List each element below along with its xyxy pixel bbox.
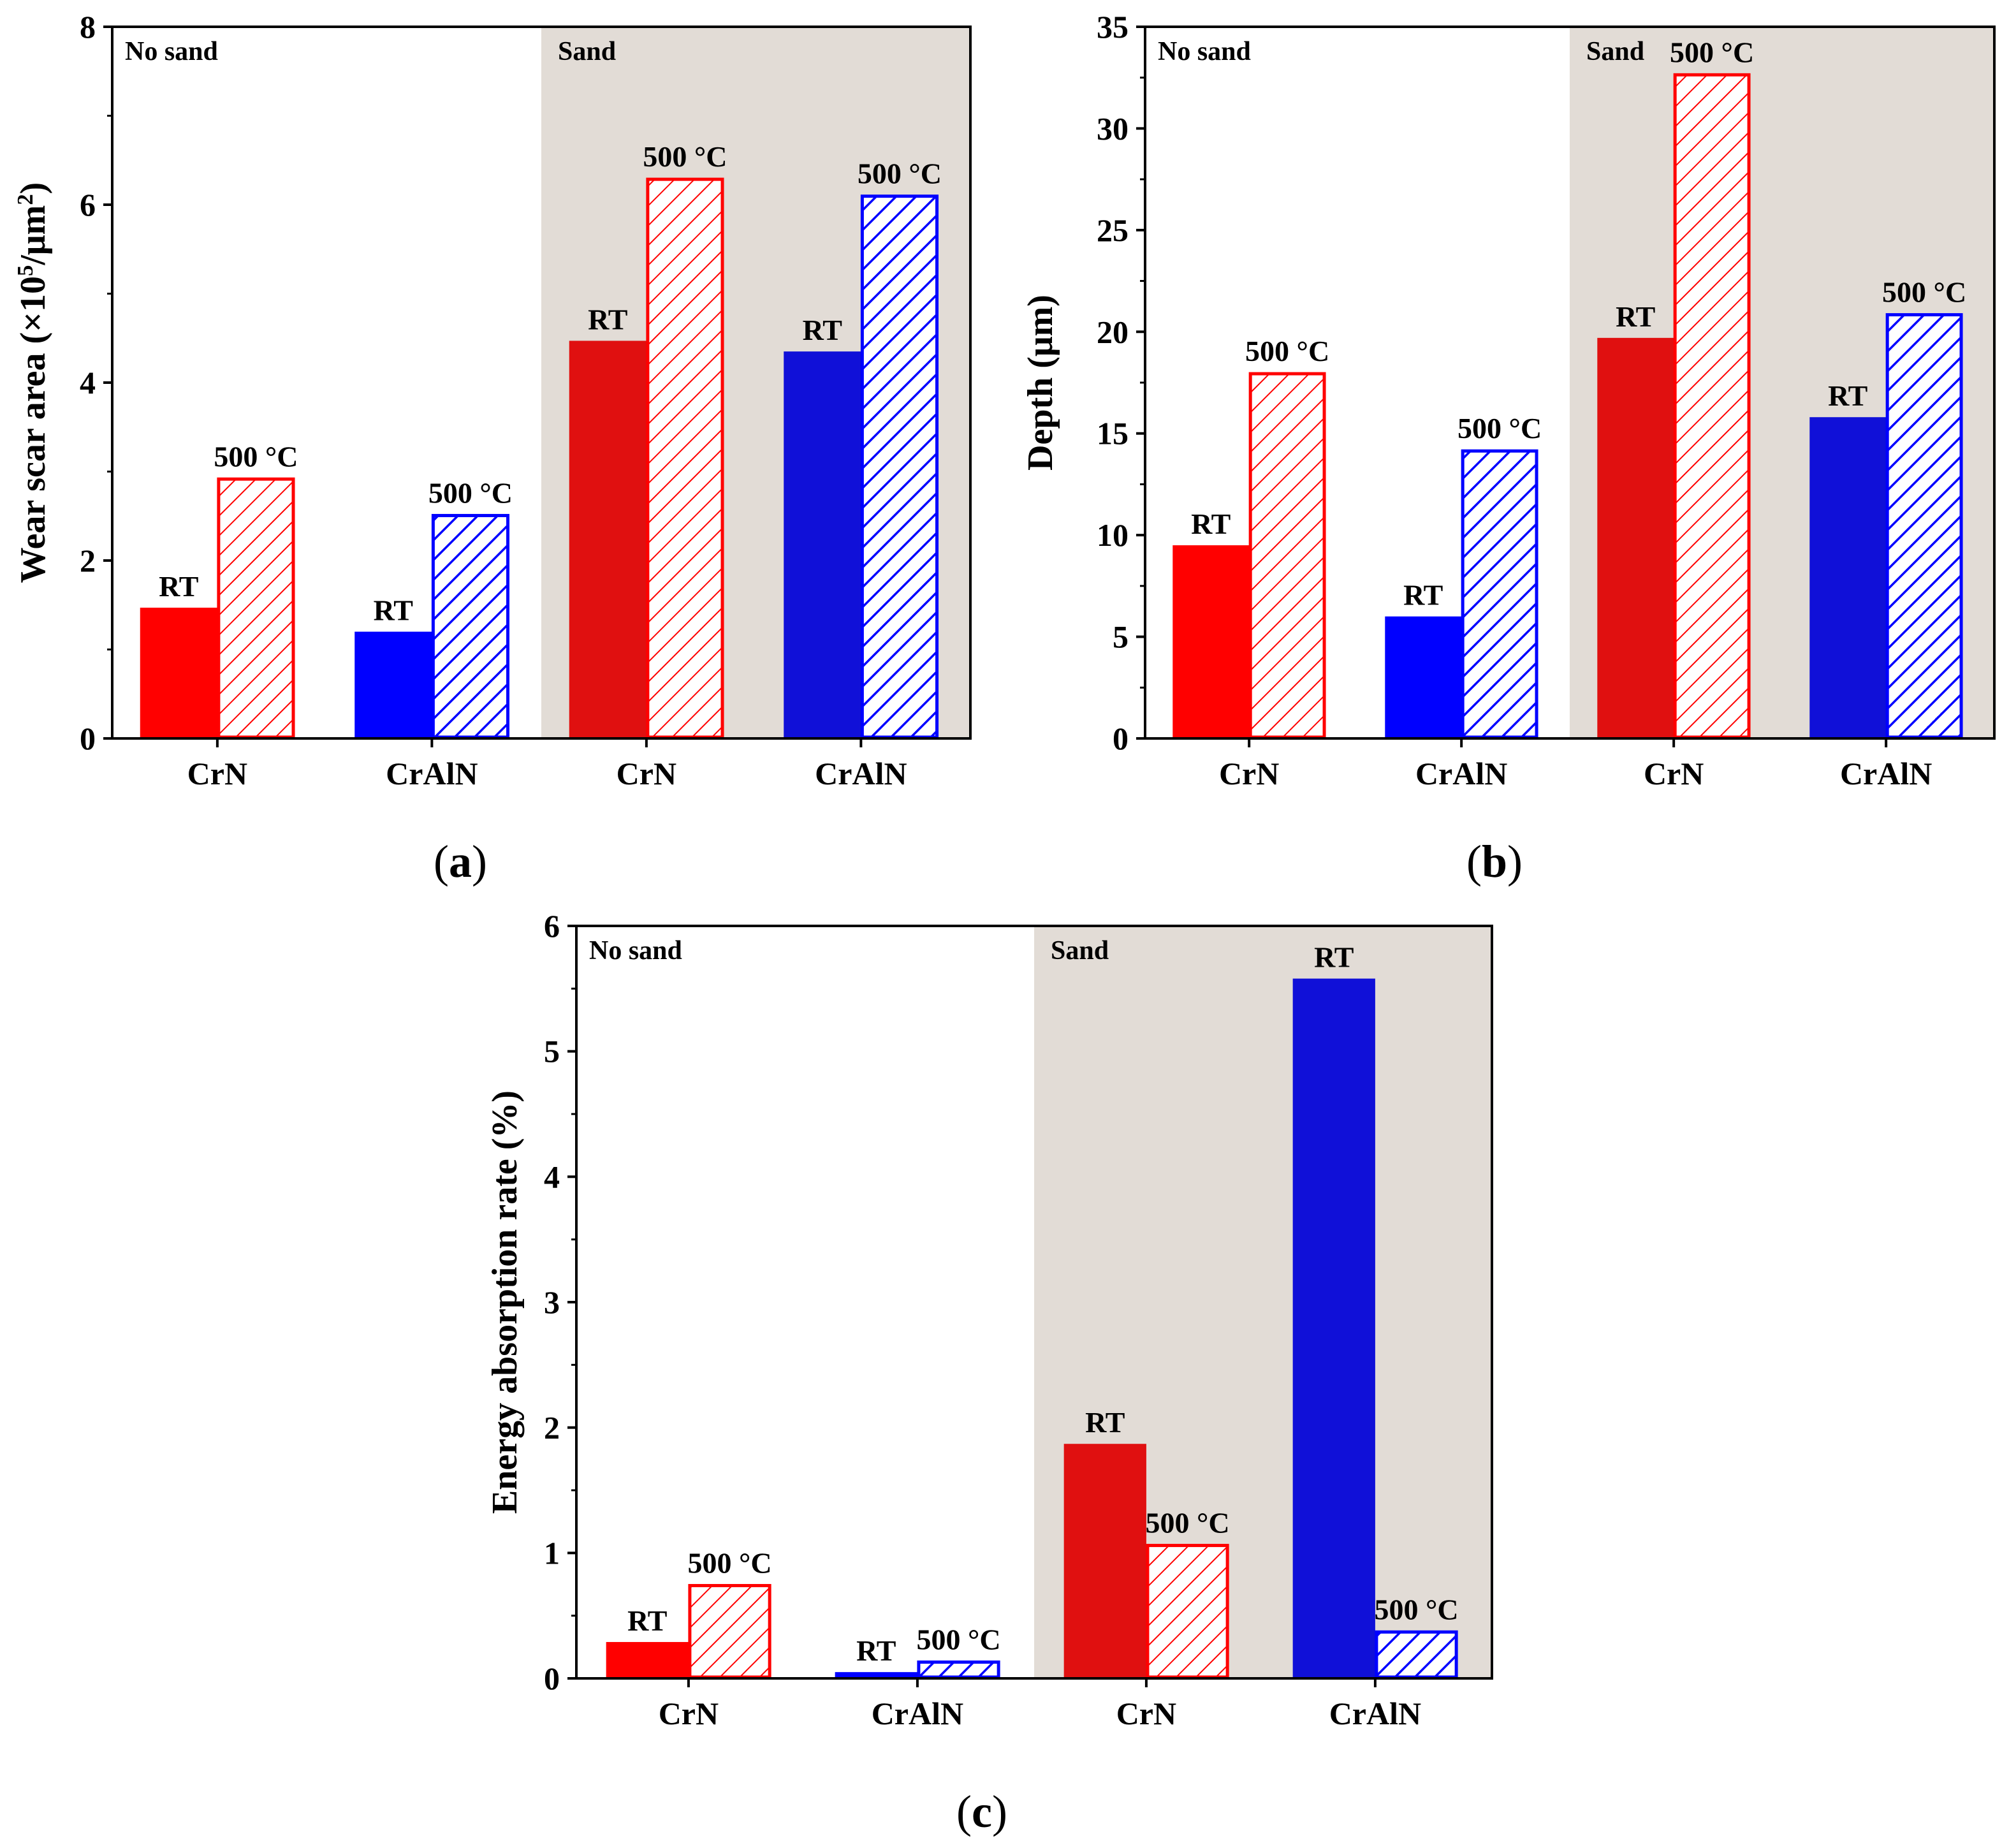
bar-label-rt-1: RT — [1403, 579, 1443, 612]
bar-rt-craln-3 — [784, 351, 861, 738]
bar-rt-crn-2 — [569, 341, 647, 738]
y-axis-label: Wear scar area (×105/μm2) — [13, 182, 54, 583]
y-tick-label-5: 25 — [1097, 212, 1129, 248]
bar-label-500c-0: 500 °C — [687, 1547, 771, 1580]
bar-rt-craln-3 — [1292, 978, 1375, 1678]
y-axis-label: Depth (μm) — [1021, 295, 1060, 471]
bar-label-rt-3: RT — [1828, 379, 1867, 412]
bar-label-rt-2: RT — [1085, 1406, 1125, 1439]
bar-rt-crn-2 — [1597, 337, 1674, 738]
bar-label-rt-2: RT — [1616, 300, 1655, 333]
y-tick-label-3: 6 — [80, 187, 96, 223]
bar-rt-craln-3 — [1809, 417, 1887, 738]
bar-label-500c-2: 500 °C — [1145, 1507, 1229, 1539]
x-tick-label-0: CrN — [659, 1696, 719, 1731]
y-tick-label-1: 1 — [544, 1535, 560, 1571]
y-tick-label-2: 4 — [80, 365, 96, 400]
y-tick-label-6: 6 — [544, 908, 560, 944]
bar-500c-craln-3 — [860, 194, 939, 739]
x-tick-label-1: CrAlN — [386, 756, 478, 791]
bar-label-500c-1: 500 °C — [916, 1623, 1000, 1655]
bar-rt-crn-2 — [1063, 1444, 1146, 1678]
bar-label-rt-1: RT — [374, 594, 413, 627]
bar-label-rt-2: RT — [588, 303, 627, 335]
x-tick-label-1: CrAlN — [872, 1696, 963, 1731]
region-label-sand: Sand — [1051, 936, 1109, 965]
bar-rt-craln-1 — [835, 1672, 917, 1678]
x-tick-label-3: CrAlN — [1840, 756, 1932, 791]
x-tick-label-2: CrN — [1116, 1696, 1176, 1731]
bar-500c-crn-0 — [1248, 372, 1326, 739]
y-tick-label-7: 35 — [1097, 9, 1129, 45]
y-tick-label-4: 8 — [80, 9, 96, 45]
bar-label-500c-2: 500 °C — [643, 140, 727, 173]
bar-500c-crn-0 — [217, 477, 295, 739]
x-tick-label-3: CrAlN — [1329, 1696, 1421, 1731]
y-tick-label-1: 5 — [1113, 619, 1129, 655]
bar-rt-crn-0 — [606, 1641, 689, 1678]
y-tick-label-3: 15 — [1097, 416, 1129, 451]
y-tick-label-2: 10 — [1097, 517, 1129, 553]
y-tick-label-0: 0 — [544, 1661, 560, 1696]
region-label-no-sand: No sand — [589, 936, 682, 965]
bar-500c-craln-1 — [1461, 449, 1538, 739]
bar-label-rt-0: RT — [627, 1604, 667, 1637]
y-tick-label-6: 30 — [1097, 110, 1129, 146]
bar-label-500c-3: 500 °C — [858, 158, 942, 190]
caption-b: (b) — [1466, 836, 1523, 887]
bar-500c-craln-1 — [431, 513, 510, 739]
x-tick-label-2: CrN — [1644, 756, 1704, 791]
bar-label-500c-0: 500 °C — [214, 440, 298, 473]
bar-rt-craln-1 — [1385, 616, 1462, 738]
bar-label-500c-3: 500 °C — [1374, 1593, 1458, 1625]
bar-label-rt-0: RT — [159, 570, 198, 603]
y-tick-label-2: 2 — [544, 1410, 560, 1446]
bar-label-rt-3: RT — [1314, 941, 1354, 974]
caption-c: (c) — [956, 1786, 1007, 1837]
bar-label-500c-0: 500 °C — [1245, 335, 1329, 367]
region-label-sand: Sand — [558, 37, 616, 66]
bar-500c-crn-0 — [688, 1584, 771, 1679]
plot-frame — [575, 925, 1493, 1680]
bar-label-rt-1: RT — [856, 1634, 896, 1667]
y-axis-label: Energy absorption rate (%) — [485, 1090, 525, 1514]
chart-wear-scar-area: No sand Sand RT 500 °C CrN RT 500 °C CrAlN RT 500… — [13, 9, 972, 791]
x-tick-label-1: CrAlN — [1415, 756, 1507, 791]
chart-depth: No sand Sand RT 500 °C CrN RT 500 °C CrAlN RT 500… — [1021, 9, 1996, 791]
bar-label-rt-3: RT — [803, 314, 842, 346]
caption-a: (a) — [434, 836, 487, 887]
bar-500c-crn-2 — [646, 177, 724, 739]
bar-label-500c-1: 500 °C — [1457, 412, 1542, 444]
bar-label-500c-3: 500 °C — [1882, 276, 1966, 309]
y-tick-label-0: 0 — [1113, 721, 1129, 756]
bar-label-500c-2: 500 °C — [1670, 36, 1754, 68]
bar-500c-craln-3 — [1375, 1630, 1458, 1679]
bar-500c-craln-1 — [917, 1660, 1000, 1679]
bar-rt-crn-0 — [140, 607, 217, 738]
chart-energy-absorption: No sand Sand RT 500 °C CrN RT 500 °C CrAlN RT 500… — [485, 908, 1493, 1731]
y-tick-label-1: 2 — [80, 543, 96, 578]
plot-frame — [1144, 26, 1996, 740]
plot-frame — [111, 26, 972, 740]
x-tick-label-0: CrN — [1219, 756, 1279, 791]
bar-500c-crn-2 — [1673, 73, 1751, 739]
region-label-sand: Sand — [1586, 37, 1644, 66]
y-tick-label-3: 3 — [544, 1284, 560, 1320]
bar-500c-crn-2 — [1146, 1544, 1229, 1679]
bar-label-500c-1: 500 °C — [428, 476, 513, 509]
y-tick-label-5: 5 — [544, 1034, 560, 1069]
y-tick-label-0: 0 — [80, 721, 96, 756]
x-tick-label-2: CrN — [617, 756, 676, 791]
bar-rt-craln-1 — [354, 631, 432, 738]
x-tick-label-3: CrAlN — [815, 756, 907, 791]
y-tick-label-4: 20 — [1097, 314, 1129, 349]
bar-500c-craln-3 — [1885, 313, 1963, 739]
bar-rt-crn-0 — [1173, 545, 1250, 738]
bar-label-rt-0: RT — [1191, 508, 1231, 540]
region-label-no-sand: No sand — [1158, 37, 1251, 66]
region-label-no-sand: No sand — [125, 37, 218, 66]
x-tick-label-0: CrN — [187, 756, 247, 791]
y-tick-label-4: 4 — [544, 1159, 560, 1194]
